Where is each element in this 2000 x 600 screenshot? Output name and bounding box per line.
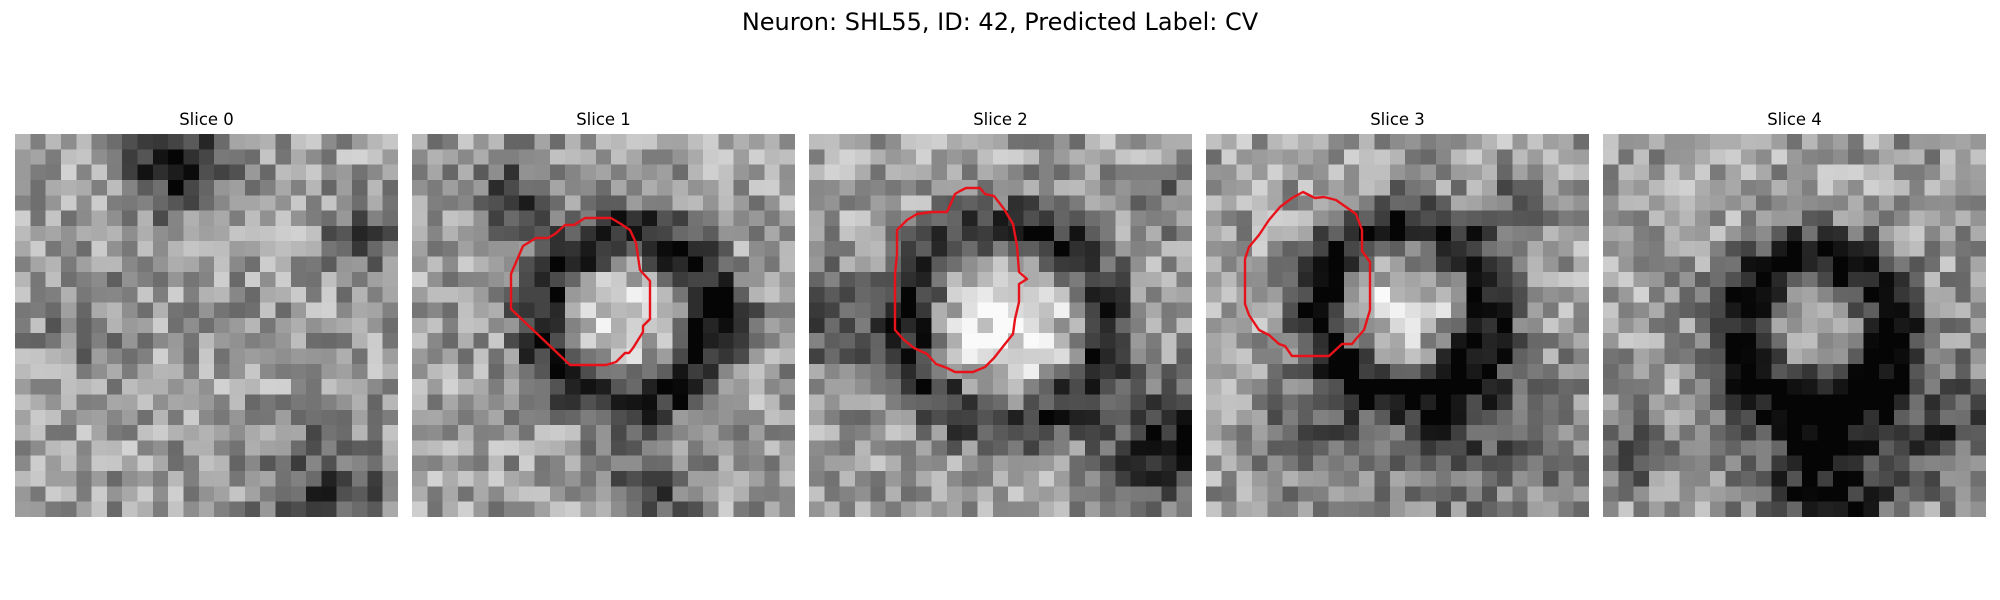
figure-title: Neuron: SHL55, ID: 42, Predicted Label: … (741, 8, 1259, 36)
segmentation-contour (509, 216, 652, 367)
slice-panel-0: Slice 0 (15, 108, 398, 518)
segmentation-contour (1243, 190, 1372, 358)
slice-image (809, 134, 1192, 517)
slice-title: Slice 2 (973, 110, 1028, 129)
slice-title: Slice 4 (1767, 110, 1822, 129)
slice-image (412, 134, 795, 517)
slice-panel-1: Slice 1 (412, 108, 795, 518)
slice-image (15, 134, 398, 517)
slice-title: Slice 3 (1370, 110, 1425, 129)
slice-panel-3: Slice 3 (1206, 108, 1589, 518)
slice-panel-4: Slice 4 (1603, 108, 1986, 518)
slice-image (1603, 134, 1986, 517)
slice-image (1206, 134, 1589, 517)
slice-title: Slice 0 (179, 110, 234, 129)
segmentation-contour (893, 186, 1029, 374)
slice-title: Slice 1 (576, 110, 631, 129)
slice-panel-2: Slice 2 (809, 108, 1192, 518)
